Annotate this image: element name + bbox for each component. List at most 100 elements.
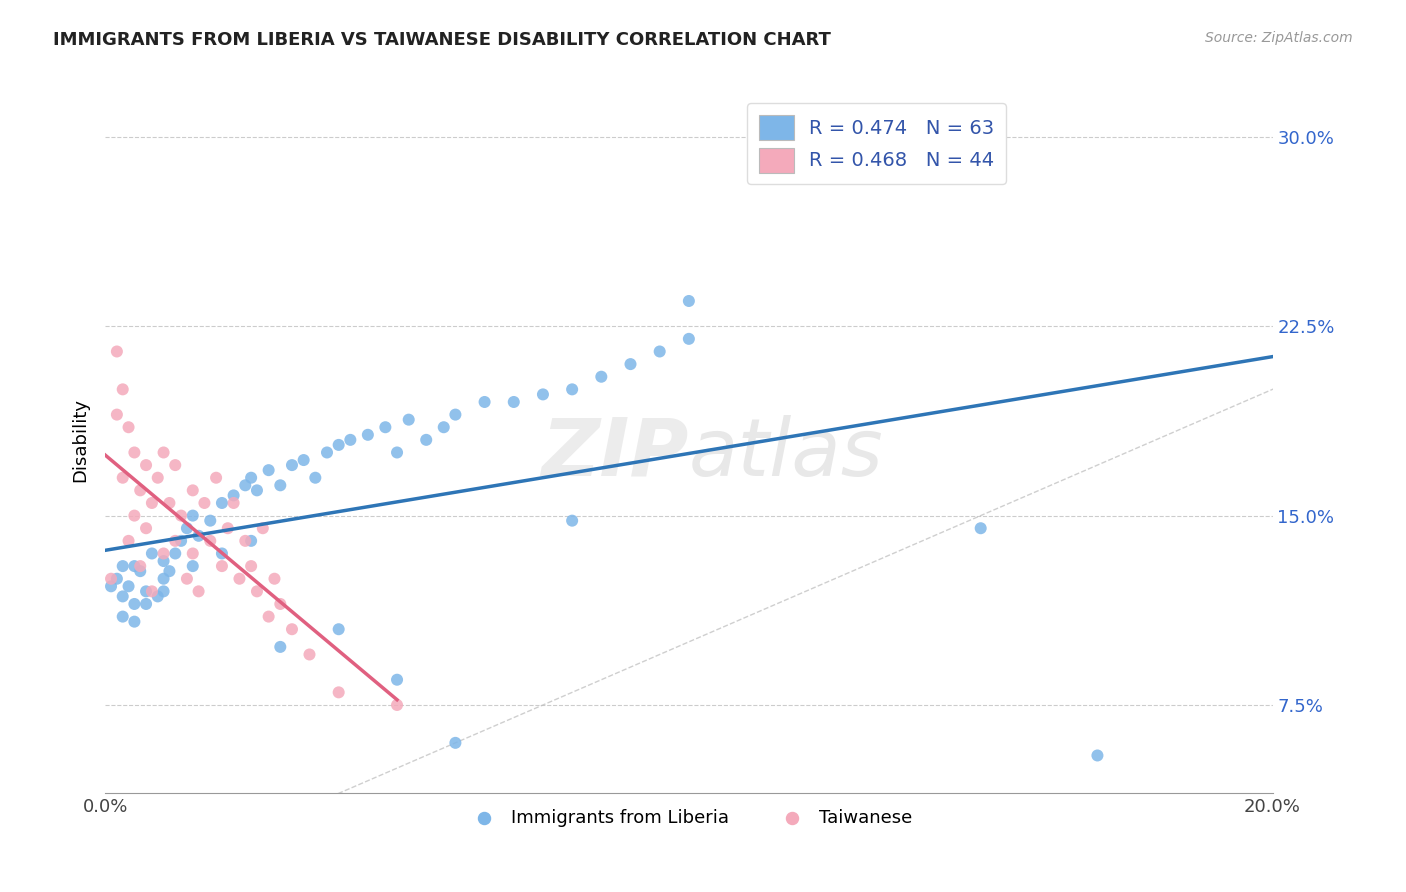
Point xyxy=(165,533,187,548)
Point xyxy=(678,293,700,308)
Legend: Immigrants from Liberia, Taiwanese: Immigrants from Liberia, Taiwanese xyxy=(458,801,920,834)
Point xyxy=(135,458,157,472)
Point xyxy=(474,395,496,409)
Point xyxy=(222,496,245,510)
Point xyxy=(181,559,204,574)
Point xyxy=(105,572,128,586)
Point xyxy=(152,445,174,459)
Point xyxy=(170,533,193,548)
Point xyxy=(165,546,187,560)
Point xyxy=(129,483,152,498)
Point xyxy=(257,609,280,624)
Point xyxy=(181,508,204,523)
Point xyxy=(187,584,209,599)
Point xyxy=(531,387,554,401)
Point xyxy=(181,546,204,560)
Point xyxy=(124,508,146,523)
Point xyxy=(240,533,263,548)
Point xyxy=(200,533,222,548)
Point xyxy=(415,433,437,447)
Point xyxy=(433,420,456,434)
Point xyxy=(217,521,239,535)
Point xyxy=(176,521,198,535)
Point xyxy=(152,554,174,568)
Point xyxy=(100,572,122,586)
Point xyxy=(111,609,134,624)
Point xyxy=(205,471,228,485)
Point xyxy=(135,584,157,599)
Point xyxy=(211,546,233,560)
Point xyxy=(170,508,193,523)
Point xyxy=(328,622,350,636)
Point xyxy=(316,445,339,459)
Point xyxy=(328,685,350,699)
Point xyxy=(111,559,134,574)
Point xyxy=(124,559,146,574)
Point xyxy=(211,559,233,574)
Point xyxy=(561,382,583,396)
Point xyxy=(100,579,122,593)
Point xyxy=(157,564,180,578)
Point xyxy=(357,427,380,442)
Point xyxy=(129,559,152,574)
Point xyxy=(970,521,993,535)
Point xyxy=(152,584,174,599)
Point xyxy=(152,572,174,586)
Point xyxy=(187,529,209,543)
Point xyxy=(328,438,350,452)
Point xyxy=(146,590,169,604)
Point xyxy=(124,445,146,459)
Point xyxy=(141,546,163,560)
Y-axis label: Disability: Disability xyxy=(72,398,89,482)
Point xyxy=(211,496,233,510)
Point xyxy=(298,648,321,662)
Point xyxy=(269,597,291,611)
Point xyxy=(374,420,396,434)
Point xyxy=(292,453,315,467)
Point xyxy=(135,521,157,535)
Point xyxy=(176,572,198,586)
Text: Source: ZipAtlas.com: Source: ZipAtlas.com xyxy=(1205,31,1353,45)
Point xyxy=(146,471,169,485)
Point xyxy=(648,344,671,359)
Point xyxy=(240,471,263,485)
Point xyxy=(561,514,583,528)
Point xyxy=(339,433,361,447)
Point xyxy=(111,590,134,604)
Point xyxy=(141,584,163,599)
Point xyxy=(117,420,139,434)
Point xyxy=(444,408,467,422)
Point xyxy=(165,458,187,472)
Point xyxy=(200,514,222,528)
Point xyxy=(117,579,139,593)
Text: atlas: atlas xyxy=(689,415,883,493)
Point xyxy=(111,382,134,396)
Point xyxy=(281,458,304,472)
Point xyxy=(111,471,134,485)
Point xyxy=(246,483,269,498)
Point xyxy=(141,496,163,510)
Point xyxy=(228,572,250,586)
Point xyxy=(246,584,269,599)
Point xyxy=(193,496,215,510)
Point xyxy=(124,597,146,611)
Point xyxy=(398,412,420,426)
Point xyxy=(591,369,613,384)
Point xyxy=(240,559,263,574)
Point xyxy=(678,332,700,346)
Point xyxy=(252,521,274,535)
Point xyxy=(222,488,245,502)
Point xyxy=(233,533,256,548)
Point xyxy=(105,344,128,359)
Point xyxy=(444,736,467,750)
Point xyxy=(304,471,326,485)
Point xyxy=(385,445,408,459)
Point xyxy=(233,478,256,492)
Point xyxy=(181,483,204,498)
Point xyxy=(117,533,139,548)
Text: ZIP: ZIP xyxy=(541,415,689,493)
Point xyxy=(135,597,157,611)
Point xyxy=(124,615,146,629)
Point xyxy=(105,408,128,422)
Point xyxy=(269,640,291,654)
